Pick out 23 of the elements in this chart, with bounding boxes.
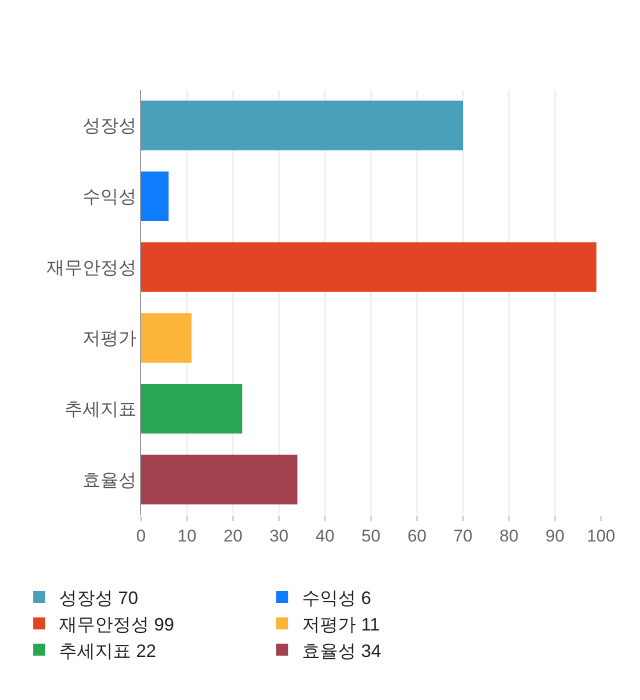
y-tick-label: 효율성: [82, 470, 136, 490]
x-tick-label: 30: [270, 526, 288, 546]
x-tick-label: 80: [500, 526, 518, 546]
y-tick-label: 추세지표: [64, 399, 136, 420]
x-tick-label: 70: [454, 526, 472, 546]
legend-label: 효율성 34: [302, 640, 382, 661]
legend-label: 재무안정성 99: [59, 614, 174, 634]
legend-label: 추세지표 22: [59, 640, 156, 661]
y-tick-label: 수익성: [82, 186, 136, 207]
y-tick-label: 저평가: [82, 328, 136, 348]
x-tick-label: 90: [546, 526, 564, 546]
y-tick-label: 성장성: [82, 116, 136, 136]
x-tick-label: 60: [408, 526, 426, 546]
x-tick-label: 100: [586, 526, 616, 546]
y-tick-label: 재무안정성: [46, 257, 136, 278]
x-tick-label: 10: [178, 526, 196, 546]
x-tick-label: 50: [362, 526, 380, 546]
x-tick-label: 0: [136, 526, 146, 546]
legend-label: 성장성 70: [59, 588, 138, 608]
legend-label: 저평가 11: [302, 614, 380, 634]
x-tick-label: 40: [316, 526, 334, 546]
legend-label: 수익성 6: [302, 588, 372, 608]
x-tick-label: 20: [224, 526, 242, 546]
